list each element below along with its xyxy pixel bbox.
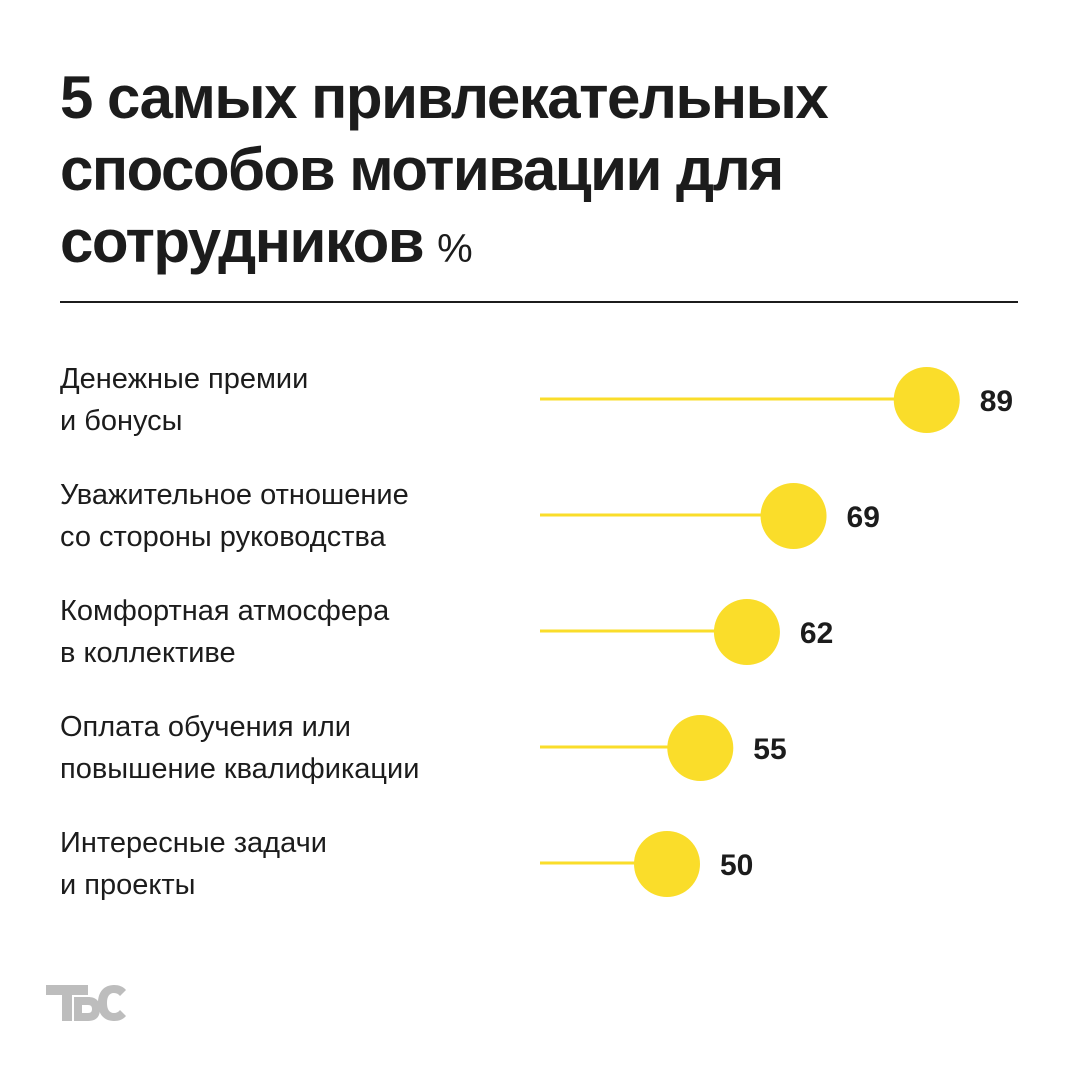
value-label-5: 50 (720, 849, 753, 882)
category-label-4: Оплата обучения или повышение квалификац… (60, 711, 420, 785)
chart-unit: % (437, 227, 473, 271)
lollipop-dot-3 (713, 599, 780, 665)
value-label-1: 89 (980, 385, 1013, 418)
value-label-2: 69 (847, 501, 880, 534)
category-label-1: Денежные премии и бонусы (60, 363, 309, 437)
category-label-2: Уважительное отношение со стороны руково… (60, 479, 409, 553)
category-label-3: Комфортная атмосфера в коллективе (60, 595, 390, 669)
logo-letter-c (98, 985, 126, 1021)
lollipop-dot-5 (634, 831, 700, 897)
tbs-logo-icon (46, 985, 126, 1021)
chart-title: 5 самых привлекательных способов мотивац… (60, 62, 1020, 285)
lollipop-dot-4 (667, 715, 734, 781)
value-label-3: 62 (800, 617, 833, 650)
chart-title-text: 5 самых привлекательных способов мотивац… (60, 64, 829, 275)
lollipop-dot-1 (893, 367, 960, 433)
lollipop-dot-2 (760, 483, 827, 549)
header-divider (60, 301, 1018, 303)
logo-letter-b (74, 997, 100, 1021)
value-label-4: 55 (753, 733, 786, 766)
category-label-5: Интересные задачи и проекты (60, 827, 327, 901)
logo-letter-t (46, 985, 88, 1021)
